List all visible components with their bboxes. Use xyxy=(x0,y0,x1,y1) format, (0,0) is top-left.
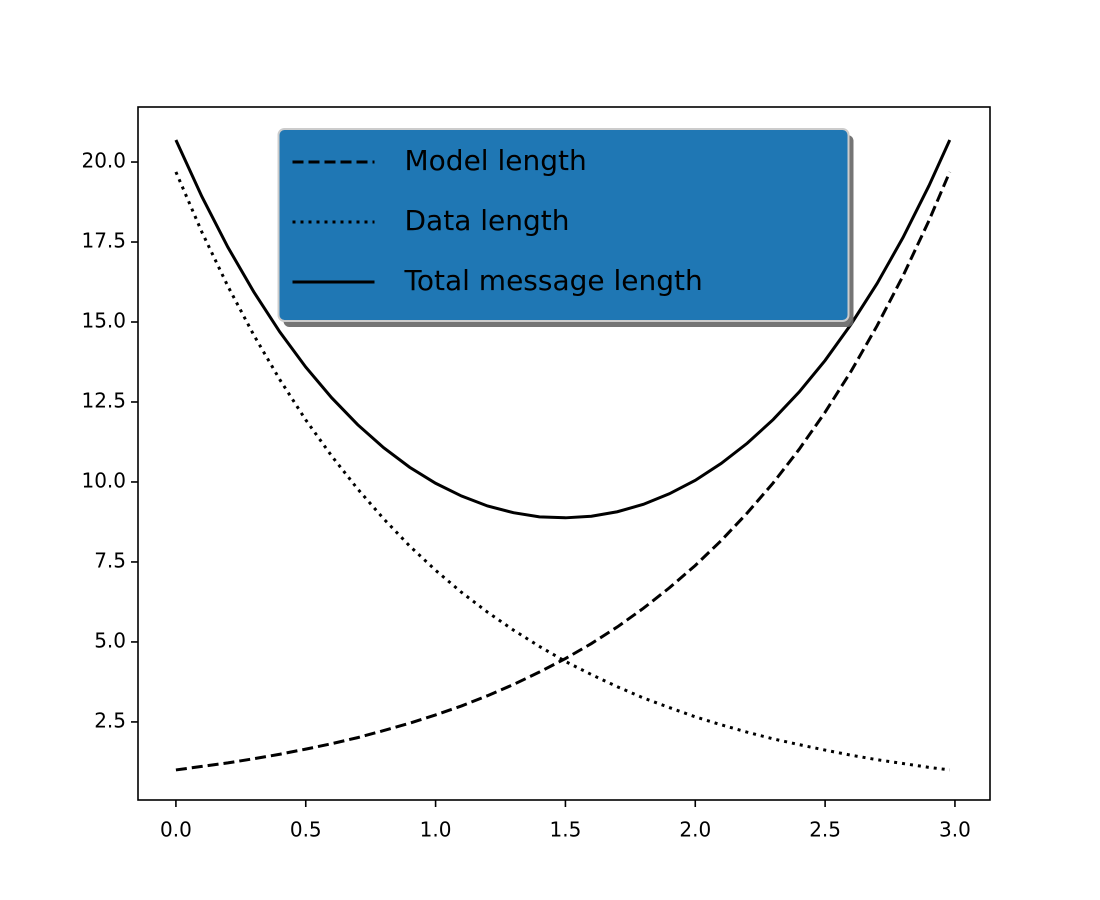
legend-label: Total message length xyxy=(404,264,703,297)
y-tick-label: 2.5 xyxy=(94,708,126,732)
y-tick-label: 10.0 xyxy=(81,468,126,492)
series-line xyxy=(175,171,952,772)
x-tick-label: 2.5 xyxy=(809,818,841,842)
x-tick-label: 1.5 xyxy=(550,818,582,842)
series-line xyxy=(174,139,952,520)
legend-box xyxy=(277,128,850,322)
x-tick-label: 0.5 xyxy=(290,818,322,842)
y-tick-label: 15.0 xyxy=(81,309,126,333)
y-tick-label: 17.5 xyxy=(81,229,126,253)
legend-label: Model length xyxy=(405,144,587,177)
y-tick-label: 7.5 xyxy=(94,548,126,572)
x-tick-label: 2.0 xyxy=(679,818,711,842)
legend-label: Data length xyxy=(405,204,570,237)
x-tick-label: 1.0 xyxy=(420,818,452,842)
y-tick-label: 12.5 xyxy=(81,388,126,412)
y-tick-label: 5.0 xyxy=(94,628,126,652)
x-tick-label: 0.0 xyxy=(160,818,192,842)
series-line xyxy=(174,171,950,772)
y-tick-label: 20.0 xyxy=(81,149,126,173)
x-tick-label: 3.0 xyxy=(939,818,971,842)
